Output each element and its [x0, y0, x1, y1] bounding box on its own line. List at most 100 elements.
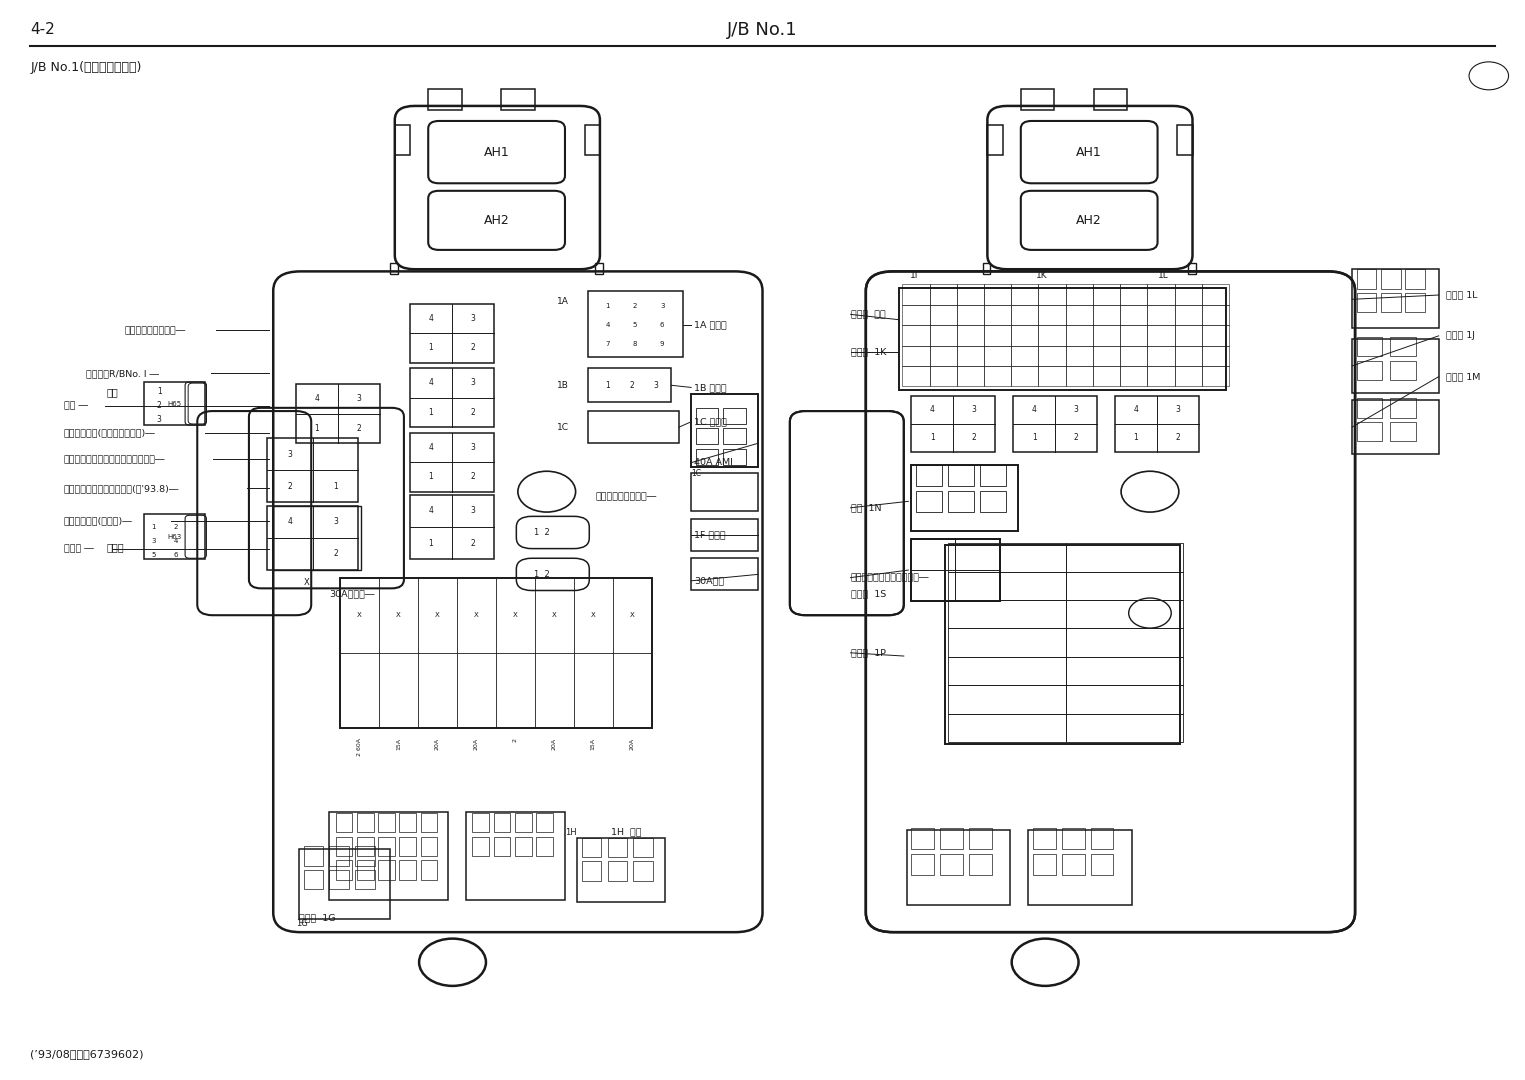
Text: 3: 3: [470, 314, 476, 323]
Bar: [537, 813, 554, 833]
Bar: [576, 838, 665, 902]
Text: 乳白色 1J: 乳白色 1J: [1446, 332, 1475, 340]
Text: 6: 6: [174, 552, 178, 558]
Bar: [930, 366, 956, 387]
Text: 3: 3: [470, 378, 476, 388]
Text: 2: 2: [470, 472, 476, 482]
Bar: [1020, 89, 1054, 110]
Bar: [912, 539, 999, 602]
Text: 4: 4: [930, 405, 935, 415]
Text: 2: 2: [1176, 433, 1180, 443]
Bar: [723, 448, 746, 464]
Bar: [502, 89, 535, 110]
Bar: [941, 853, 964, 875]
Text: H63: H63: [168, 534, 181, 540]
Bar: [1090, 853, 1113, 875]
Bar: [267, 437, 358, 502]
Text: 4: 4: [429, 507, 433, 515]
Text: テールランプリレー―: テールランプリレー―: [595, 492, 657, 501]
Text: 3: 3: [660, 302, 665, 309]
Bar: [1177, 125, 1193, 156]
Bar: [903, 284, 930, 305]
Bar: [303, 847, 323, 865]
Bar: [1066, 346, 1093, 366]
Bar: [723, 429, 746, 444]
Text: 1A: 1A: [557, 297, 569, 306]
Bar: [494, 813, 511, 833]
Text: フォグランプリレー―: フォグランプリレー―: [125, 326, 186, 335]
Bar: [410, 495, 494, 559]
Text: 1: 1: [605, 381, 610, 390]
Bar: [982, 262, 990, 273]
Bar: [421, 860, 438, 879]
Bar: [336, 837, 352, 855]
Bar: [984, 305, 1011, 325]
Bar: [355, 869, 375, 889]
Text: 2: 2: [357, 424, 361, 433]
Text: 15A: 15A: [396, 738, 401, 750]
Bar: [1174, 284, 1202, 305]
Bar: [903, 305, 930, 325]
Text: J/B No.1(右カウルサイド): J/B No.1(右カウルサイド): [30, 60, 142, 73]
Bar: [395, 125, 410, 156]
Text: 2: 2: [470, 539, 476, 548]
Text: 乳白色  1G: 乳白色 1G: [299, 914, 336, 922]
Bar: [378, 860, 395, 879]
Bar: [1066, 284, 1093, 305]
Bar: [1039, 325, 1066, 346]
Bar: [473, 837, 490, 855]
Bar: [1174, 366, 1202, 387]
Text: 1H  青色: 1H 青色: [610, 827, 640, 837]
Text: 3: 3: [332, 517, 339, 526]
Text: 2: 2: [512, 738, 518, 742]
Bar: [1119, 325, 1147, 346]
Text: 乳白色 ―: 乳白色 ―: [64, 544, 93, 553]
Bar: [357, 860, 374, 879]
Text: X: X: [357, 612, 361, 618]
Text: 2: 2: [1074, 433, 1078, 443]
Text: 乳白色  1K: 乳白色 1K: [851, 348, 886, 356]
Bar: [1061, 828, 1084, 850]
Bar: [984, 325, 1011, 346]
Bar: [267, 505, 358, 570]
Bar: [1032, 853, 1055, 875]
Bar: [1382, 269, 1400, 288]
Bar: [581, 838, 601, 856]
Bar: [949, 629, 1066, 657]
Bar: [1389, 399, 1415, 418]
Text: 2: 2: [157, 401, 162, 410]
Bar: [949, 571, 1066, 600]
Bar: [930, 346, 956, 366]
Text: コーナリングランプリレー(～'93.8)―: コーナリングランプリレー(～'93.8)―: [64, 484, 178, 492]
Text: 1I: 1I: [910, 271, 918, 280]
Text: 3: 3: [470, 443, 476, 451]
Text: 4: 4: [314, 394, 319, 404]
Bar: [400, 813, 416, 833]
Bar: [1202, 284, 1229, 305]
Bar: [1066, 657, 1183, 685]
Bar: [1357, 399, 1383, 418]
Text: 3: 3: [1176, 405, 1180, 415]
Text: 9: 9: [660, 341, 665, 348]
Bar: [1119, 346, 1147, 366]
Text: 3: 3: [971, 405, 976, 415]
Bar: [410, 303, 494, 363]
Text: 2: 2: [971, 433, 976, 443]
Text: X: X: [435, 612, 439, 618]
Bar: [695, 448, 718, 464]
Bar: [1202, 305, 1229, 325]
Bar: [917, 490, 942, 512]
Bar: [303, 869, 323, 889]
Text: 1: 1: [429, 472, 433, 482]
Text: 7: 7: [605, 341, 610, 348]
Text: 5: 5: [633, 322, 637, 328]
Text: 4: 4: [605, 322, 610, 328]
Bar: [1357, 293, 1377, 312]
Bar: [695, 408, 718, 424]
Text: 1B 乳白色: 1B 乳白色: [694, 383, 727, 392]
Bar: [956, 305, 984, 325]
Text: 1A 乳白色: 1A 乳白色: [694, 321, 727, 329]
Bar: [515, 837, 532, 855]
Text: 黄色  1N: 黄色 1N: [851, 503, 881, 512]
Text: X: X: [512, 612, 517, 618]
